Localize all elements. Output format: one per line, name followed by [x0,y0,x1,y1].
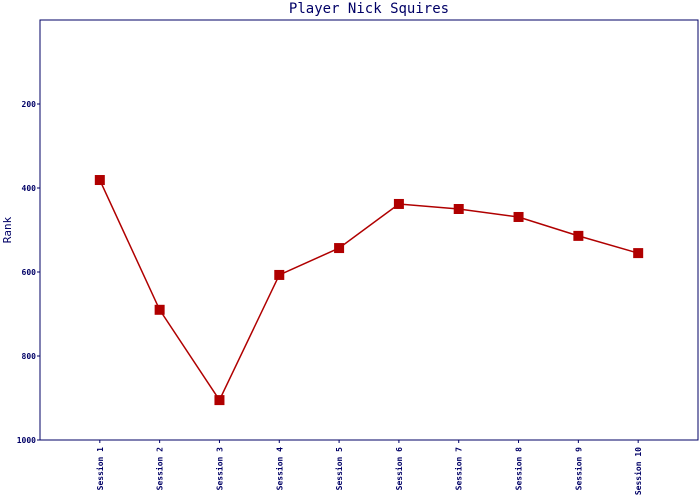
x-tick-label: Session 5 [334,447,344,491]
x-tick-label: Session 7 [454,447,464,491]
chart-title: Player Nick Squires [289,1,449,17]
marker [573,230,584,241]
y-tick-label: 1000 [17,436,36,445]
x-tick-label: Session 10 [633,447,643,495]
marker [393,198,404,209]
y-tick-label: 400 [22,184,37,193]
marker [94,175,105,186]
plot-frame [39,19,699,441]
x-tick-label: Session 6 [394,447,404,491]
y-tick-label: 200 [22,100,37,109]
x-tick-label: Session 4 [274,447,284,491]
x-tick-label: Session 8 [514,447,524,491]
y-axis-label: Rank [1,216,14,243]
line [99,179,639,402]
marker [334,243,345,254]
y-tick-label: 600 [22,268,37,277]
marker [154,304,165,315]
marker [453,204,464,214]
marker [513,211,524,222]
marker [633,248,644,259]
x-tick-label: Session 9 [573,447,583,491]
marker [274,269,285,280]
marker [214,395,225,406]
y-tick-label: 800 [22,352,37,361]
x-tick-label: Session 3 [214,447,224,491]
x-tick-label: Session 2 [155,447,165,491]
x-tick-label: Session 1 [95,447,105,491]
